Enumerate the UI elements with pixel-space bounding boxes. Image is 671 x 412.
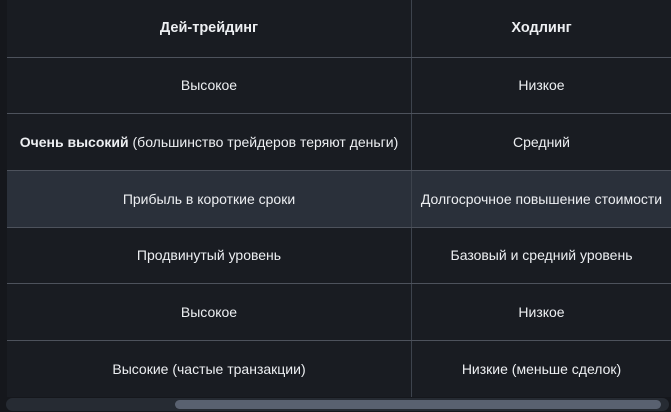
cell-hodling: Низкие (меньше сделок) xyxy=(411,341,671,397)
horizontal-scrollbar-thumb[interactable] xyxy=(175,400,661,409)
cell-day-trading: Высокие (частые транзакции) xyxy=(112,360,306,377)
cell-bold-text: Очень высокий xyxy=(19,133,129,150)
cell-day-trading: Прибыль в короткие сроки xyxy=(122,190,296,207)
cell-day-trading: Очень высокий (большинство трейдеров тер… xyxy=(19,133,399,150)
table-row: Высокое Низкое xyxy=(7,283,671,341)
header-cell-day-trading: Дей-трейдинг xyxy=(159,19,259,36)
table-row: Высокие (частые транзакции) Низкие (меньш… xyxy=(7,340,671,397)
table-body: Высокое Низкое Очень высокий (большинство … xyxy=(7,56,671,397)
cell-hodling: Низкое xyxy=(411,284,671,341)
table-header-row: Дей-трейдинг Ходлинг xyxy=(7,0,671,57)
table-row: Продвинутый уровень Базовый и средний уро… xyxy=(7,226,671,284)
table-row: Высокое Низкое xyxy=(7,56,671,114)
header-cell-hodling: Ходлинг xyxy=(411,0,671,57)
cell-hodling: Средний xyxy=(411,114,671,171)
cell-day-trading: Высокое xyxy=(180,77,238,94)
cell-day-trading: Высокое xyxy=(180,303,238,320)
cell-hodling: Долгосрочное повышение стоимости xyxy=(411,171,671,227)
cell-hodling: Низкое xyxy=(411,57,671,114)
table-row: Очень высокий (большинство трейдеров тер… xyxy=(7,113,671,171)
cell-day-trading: Продвинутый уровень xyxy=(136,247,282,264)
cell-hodling: Базовый и средний уровень xyxy=(411,227,671,284)
comparison-table: Дей-трейдинг Ходлинг Высокое Низкое Очень … xyxy=(7,0,671,397)
table-row: Прибыль в короткие сроки Долгосрочное пов… xyxy=(7,170,671,227)
